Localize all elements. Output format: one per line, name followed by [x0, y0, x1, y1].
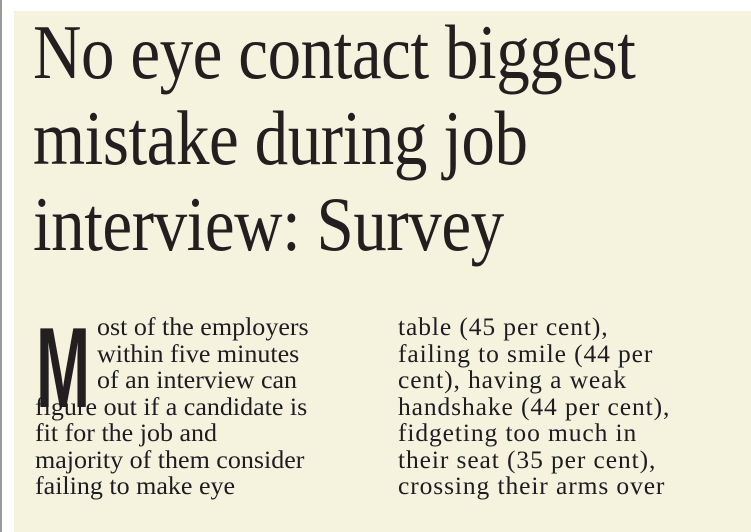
body-line: failing to make eye	[35, 471, 236, 500]
body-line: table (45 per cent),	[398, 312, 609, 341]
body-line: their seat (35 per cent),	[398, 445, 657, 474]
headline-line-2: mistake during job	[33, 95, 528, 181]
body-line: handshake (44 per cent),	[398, 392, 671, 421]
body-line: ost of the employers	[97, 312, 309, 341]
headline-line-1: No eye contact biggest	[33, 9, 636, 95]
body-line: crossing their arms over	[398, 471, 666, 500]
body-line: figure out if a candidate is	[35, 392, 308, 421]
headline-line-3: interview: Survey	[33, 181, 504, 267]
drop-cap: M	[36, 303, 91, 432]
body-line: of an interview can	[97, 365, 298, 394]
body-line: within five minutes	[97, 339, 300, 368]
body-line: fidgeting too much in	[398, 418, 638, 447]
body-line: cent), having a weak	[398, 365, 627, 394]
body-line: failing to smile (44 per	[398, 339, 654, 368]
page-edge-divider	[0, 0, 2, 532]
body-line: fit for the job and	[35, 418, 218, 447]
body-line: majority of them consider	[35, 445, 305, 474]
article-panel	[14, 11, 751, 532]
